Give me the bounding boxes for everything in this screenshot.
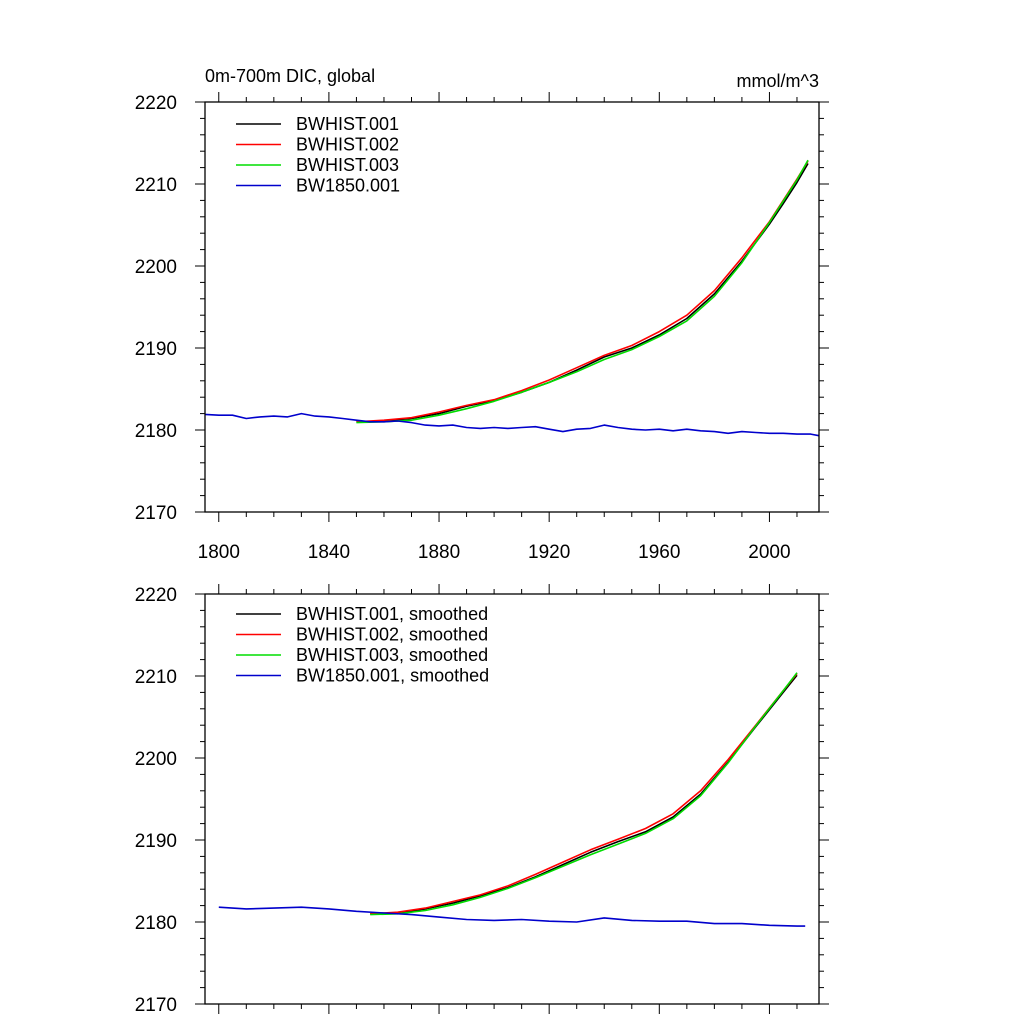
top-panel-frame <box>204 101 820 513</box>
bottom-panel-ticks: 2170 2180 2190 2200 2210 2220 <box>135 584 829 1016</box>
top-legend-label-1: BWHIST.002 <box>296 135 399 155</box>
top-x-tick-label: 1840 <box>308 542 350 563</box>
top-x-tick-label: 1960 <box>638 542 680 563</box>
bottom-series-line-3 <box>218 906 806 927</box>
top-x-tick-label: 1920 <box>528 542 570 563</box>
top-panel-ticks: 1800 1840 1880 1920 1960 2000 2170 2180 2190 2200… <box>135 92 829 563</box>
top-y-tick-label: 2200 <box>135 257 177 278</box>
bottom-legend-label-1: BWHIST.002, smoothed <box>296 625 488 645</box>
bottom-panel: 2170 2180 2190 2200 2210 2220 BWHIST.001, smo… <box>135 584 829 1016</box>
bottom-y-tick-label: 2170 <box>135 995 177 1016</box>
top-series-line-3 <box>204 412 820 437</box>
top-legend-label-0: BWHIST.001 <box>296 114 399 134</box>
top-panel-units: mmol/m^3 <box>737 71 819 91</box>
bottom-y-tick-label: 2220 <box>135 585 177 606</box>
top-y-tick-label: 2220 <box>135 93 177 114</box>
top-y-tick-label: 2180 <box>135 421 177 442</box>
bottom-series-line-2 <box>370 672 798 916</box>
top-legend-label-2: BWHIST.003 <box>296 155 399 175</box>
bottom-y-tick-label: 2190 <box>135 831 177 852</box>
bottom-panel-frame <box>204 593 820 1005</box>
bottom-series-line-1 <box>370 673 798 915</box>
bottom-y-tick-label: 2180 <box>135 913 177 934</box>
top-legend-label-3: BW1850.001 <box>296 176 400 196</box>
top-y-tick-label: 2210 <box>135 175 177 196</box>
top-x-tick-label: 2000 <box>748 542 790 563</box>
top-panel: 0m-700m DIC, global mmol/m^3 1800 1840 188… <box>135 66 829 563</box>
bottom-legend-label-3: BW1850.001, smoothed <box>296 666 489 686</box>
top-y-tick-label: 2170 <box>135 503 177 524</box>
top-x-tick-label: 1800 <box>198 542 240 563</box>
top-y-tick-label: 2190 <box>135 339 177 360</box>
bottom-y-tick-label: 2200 <box>135 749 177 770</box>
bottom-y-tick-label: 2210 <box>135 667 177 688</box>
top-x-tick-label: 1880 <box>418 542 460 563</box>
top-series-line-0 <box>356 163 809 423</box>
top-series-line-2 <box>356 159 809 424</box>
bottom-panel-series-lines <box>218 672 806 927</box>
top-panel-title: 0m-700m DIC, global <box>205 66 375 86</box>
bottom-legend-label-2: BWHIST.003, smoothed <box>296 645 488 665</box>
bottom-legend-label-0: BWHIST.001, smoothed <box>296 604 488 624</box>
top-panel-series-lines <box>204 159 820 437</box>
